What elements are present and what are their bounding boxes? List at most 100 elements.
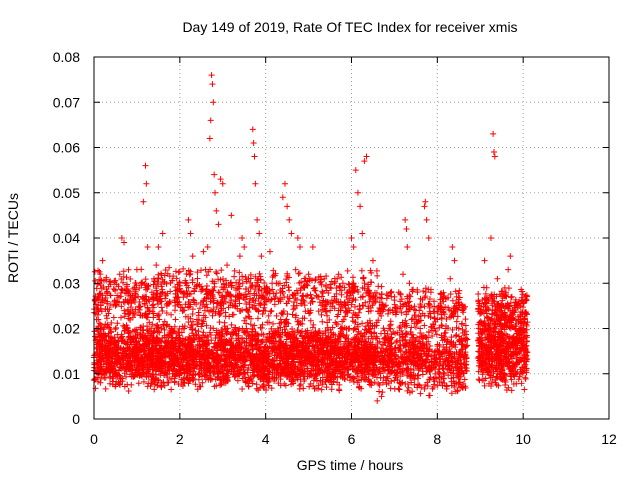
data-point	[118, 314, 125, 321]
data-point	[171, 375, 178, 382]
data-point	[386, 343, 393, 350]
data-point	[365, 354, 372, 361]
data-point	[319, 340, 326, 347]
data-point	[158, 384, 165, 391]
data-point	[193, 331, 200, 338]
data-point	[214, 375, 221, 382]
data-point	[433, 375, 440, 382]
data-point	[184, 369, 191, 376]
data-point	[162, 339, 169, 346]
data-point	[137, 324, 144, 331]
data-point	[307, 371, 314, 378]
data-point	[305, 352, 312, 359]
data-point	[105, 333, 112, 340]
data-point	[363, 338, 370, 345]
data-point	[300, 346, 307, 353]
data-point	[251, 354, 258, 361]
data-point	[305, 356, 312, 363]
data-point	[309, 324, 316, 331]
data-point	[102, 385, 109, 392]
data-point	[300, 373, 307, 380]
data-point	[286, 376, 293, 383]
data-point	[363, 357, 370, 364]
data-point	[168, 386, 175, 393]
data-point	[351, 342, 358, 349]
data-point	[429, 332, 436, 339]
data-point	[101, 324, 108, 331]
data-point	[354, 331, 361, 338]
data-point	[345, 367, 352, 374]
data-point	[277, 342, 284, 349]
data-point	[252, 328, 259, 335]
data-point	[161, 360, 168, 367]
data-point	[239, 375, 246, 382]
data-point	[331, 351, 338, 358]
data-point	[319, 369, 326, 376]
data-point	[150, 359, 157, 366]
data-point	[207, 369, 214, 376]
data-point	[253, 385, 260, 392]
data-point	[142, 336, 149, 343]
data-point	[284, 330, 291, 337]
data-point	[220, 372, 227, 379]
data-point	[276, 354, 283, 361]
data-point	[355, 364, 362, 371]
data-point	[420, 335, 427, 342]
data-point	[411, 338, 418, 345]
data-point	[208, 354, 215, 361]
data-point	[371, 367, 378, 374]
data-point	[169, 365, 176, 372]
data-point	[217, 340, 224, 347]
data-point	[226, 355, 233, 362]
data-point	[133, 326, 140, 333]
data-point	[344, 371, 351, 378]
data-point	[393, 339, 400, 346]
data-point	[184, 362, 191, 369]
data-point	[120, 361, 127, 368]
data-point	[351, 365, 358, 372]
data-point	[422, 382, 429, 389]
data-point	[268, 307, 275, 314]
data-point	[154, 322, 161, 329]
data-point	[361, 333, 368, 340]
data-point	[99, 342, 106, 349]
data-point	[373, 333, 380, 340]
data-point	[331, 373, 338, 380]
data-point	[157, 342, 164, 349]
data-point	[228, 335, 235, 342]
data-point	[316, 328, 323, 335]
data-point	[153, 325, 160, 332]
data-point	[362, 339, 369, 346]
data-point	[335, 386, 342, 393]
data-point	[146, 341, 153, 348]
data-point	[215, 373, 222, 380]
data-point	[218, 336, 225, 343]
data-point	[327, 326, 334, 333]
data-point	[207, 324, 214, 331]
data-point	[276, 333, 283, 340]
data-point	[287, 335, 294, 342]
data-point	[254, 315, 261, 322]
data-point	[271, 363, 278, 370]
data-point	[295, 344, 302, 351]
data-point	[158, 304, 165, 311]
data-point	[350, 375, 357, 382]
data-point	[156, 349, 163, 356]
data-point	[160, 346, 167, 353]
data-point	[140, 378, 147, 385]
data-point	[355, 335, 362, 342]
data-point	[347, 360, 354, 367]
data-point	[230, 352, 237, 359]
data-point	[183, 359, 190, 366]
data-point	[176, 362, 183, 369]
data-point	[249, 328, 256, 335]
data-point	[296, 270, 303, 277]
data-point	[334, 379, 341, 386]
data-point	[255, 368, 262, 375]
data-point	[258, 367, 265, 374]
data-point	[421, 341, 428, 348]
data-point	[376, 381, 383, 388]
data-point	[128, 339, 135, 346]
data-point	[126, 347, 133, 354]
data-point	[230, 342, 237, 349]
